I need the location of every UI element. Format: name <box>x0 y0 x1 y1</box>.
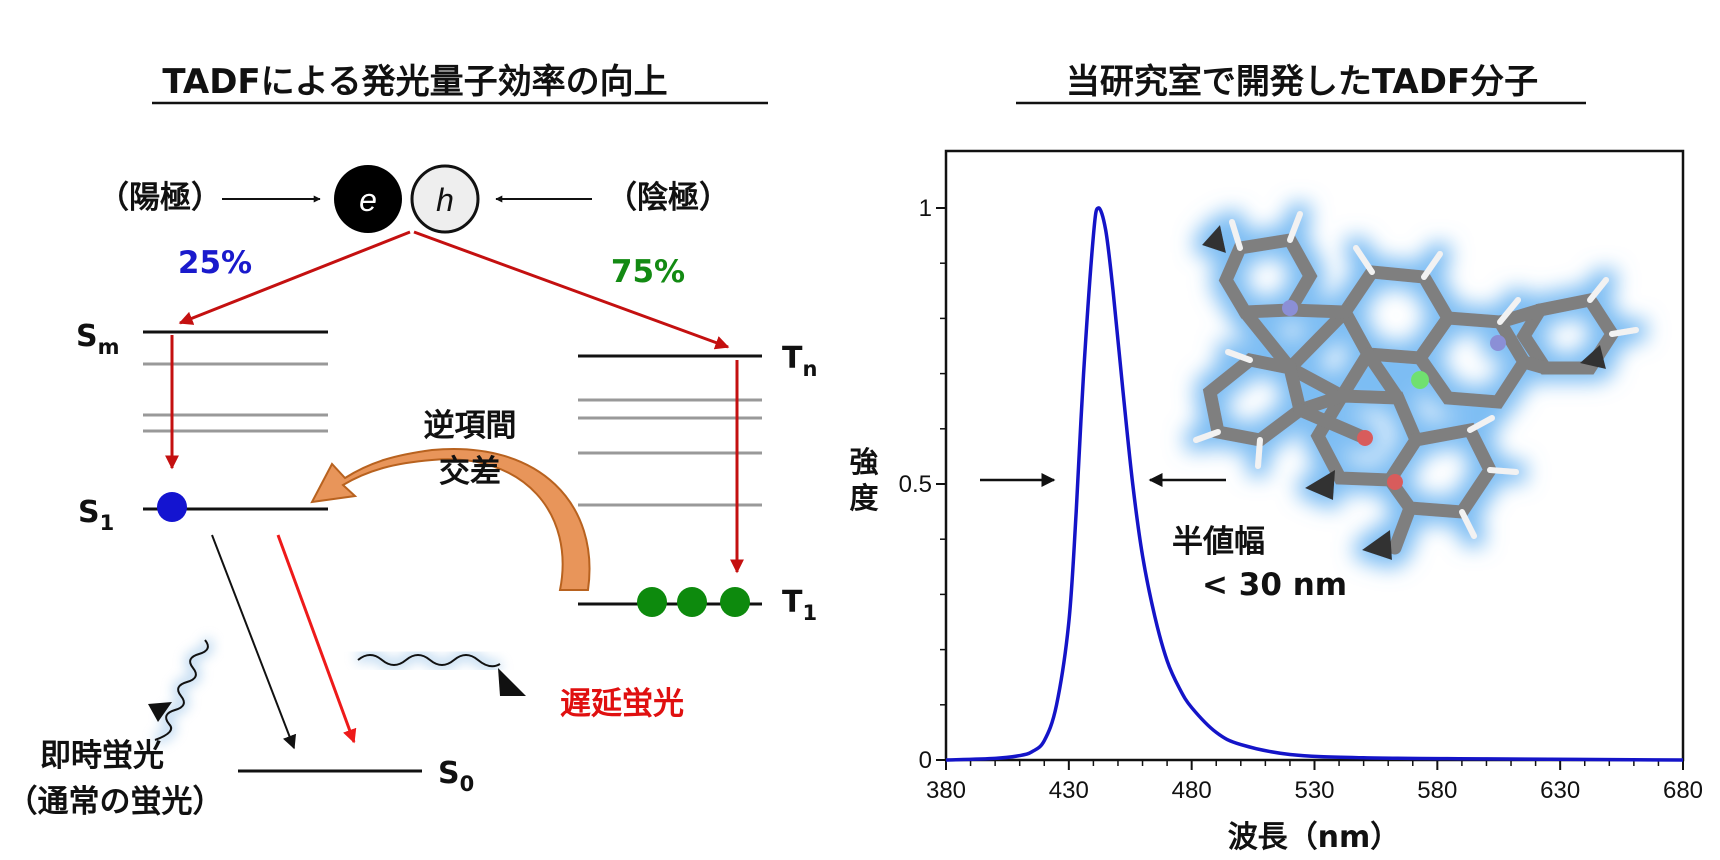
label-s1: S1 <box>78 495 114 535</box>
x-tick-label: 480 <box>1172 777 1212 804</box>
t1-exciton-2 <box>677 587 707 617</box>
prompt-photon-wave <box>148 636 213 745</box>
x-axis-label: 波長（nm） <box>1228 820 1401 855</box>
delayed-emission-arrow <box>276 534 357 744</box>
t1-exciton-1 <box>637 587 667 617</box>
x-tick-label: 630 <box>1540 777 1580 804</box>
hole-label: h <box>436 182 454 218</box>
s1-exciton <box>157 492 187 522</box>
risc-arrow <box>310 448 591 591</box>
triplet-percent: 75% <box>611 254 685 290</box>
cathode-label: （陰極） <box>606 180 730 216</box>
plot-frame <box>944 149 1685 762</box>
y-tick-label: 0 <box>919 747 932 774</box>
chart-axes: 380 430 480 530 580 630 680 0 0.5 1 <box>899 195 1703 804</box>
y-axis-label-char1: 強 <box>849 445 878 479</box>
chart-series-group <box>945 206 1684 762</box>
triplet-formation-arrow <box>413 230 730 350</box>
delayed-photon-wave <box>354 650 526 696</box>
x-tick-label: 530 <box>1294 777 1334 804</box>
risc-label-line1: 逆項間 <box>424 408 517 444</box>
x-tick-label: 430 <box>1049 777 1089 804</box>
prompt-fluorescence-label: 即時蛍光 <box>40 738 164 774</box>
prompt-emission-arrow <box>211 534 297 750</box>
t1-exciton-3 <box>720 587 750 617</box>
x-tick-label: 680 <box>1663 777 1703 804</box>
label-t1: T1 <box>782 585 817 625</box>
right-panel-title: 当研究室で開発したTADF分子 <box>1066 62 1538 102</box>
delayed-fluorescence-label: 遅延蛍光 <box>560 686 684 722</box>
x-tick-label: 580 <box>1417 777 1457 804</box>
label-sm: Sm <box>76 319 120 359</box>
y-tick-label: 1 <box>919 195 932 222</box>
anode-label: （陽極） <box>98 180 222 216</box>
x-tick-label: 380 <box>926 777 966 804</box>
label-s0: S0 <box>438 756 474 796</box>
singlet-percent: 25% <box>178 245 252 281</box>
label-tn: Tn <box>782 341 817 381</box>
y-axis-label-char2: 度 <box>849 481 878 515</box>
y-tick-label: 0.5 <box>899 471 932 498</box>
risc-label-line2: 交差 <box>439 454 501 490</box>
hole-circle <box>410 164 480 234</box>
fwhm-label: 半値幅 <box>1172 524 1265 560</box>
electron-circle <box>334 165 402 233</box>
emission-spectrum-line <box>945 206 1684 762</box>
singlet-formation-arrow <box>178 230 411 325</box>
electron-label: e <box>359 182 377 218</box>
left-panel-title: TADFによる発光量子効率の向上 <box>162 62 667 102</box>
prompt-fluorescence-note: （通常の蛍光） <box>7 784 224 820</box>
tadf-molecule-model <box>1193 211 1639 560</box>
fwhm-value: < 30 nm <box>1202 567 1347 603</box>
